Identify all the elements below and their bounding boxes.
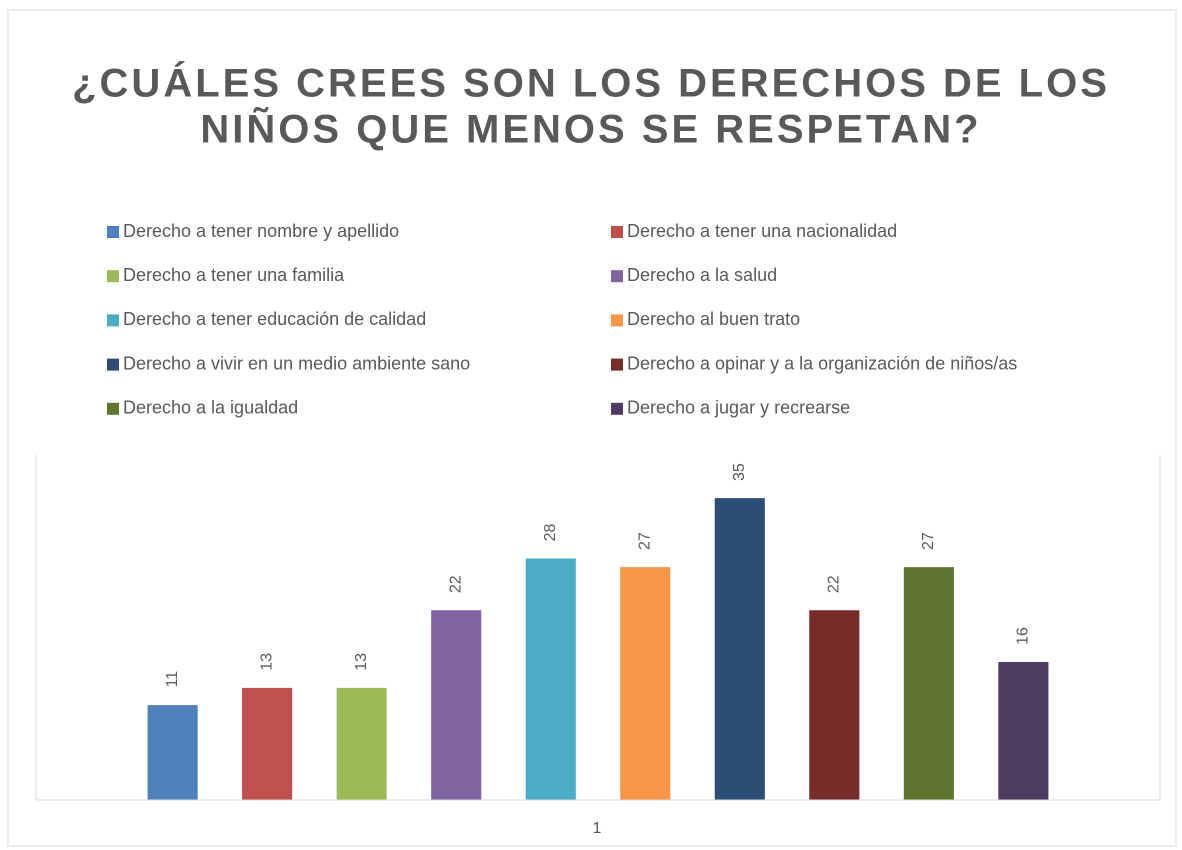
x-tick-label: 1 — [593, 820, 602, 837]
legend-label: Derecho a jugar y recrearse — [627, 398, 850, 418]
legend-swatch — [611, 226, 623, 238]
legend-swatch — [611, 270, 623, 283]
legend-label: Derecho a la igualdad — [123, 398, 298, 418]
legend-swatch — [107, 314, 119, 327]
bar — [431, 610, 482, 800]
legend-swatch — [611, 314, 623, 327]
bar — [998, 662, 1049, 800]
chart-title: ¿CUÁLES CREES SON LOS DERECHOS DE LOS — [72, 61, 1110, 106]
legend-label: Derecho a tener una familia — [123, 265, 345, 285]
bar — [336, 687, 387, 800]
legend-label: Derecho a tener nombre y apellido — [123, 221, 399, 241]
legend-label: Derecho a vivir en un medio ambiente san… — [123, 353, 470, 373]
data-label: 13 — [353, 653, 370, 671]
data-label: 27 — [920, 532, 937, 550]
data-label: 16 — [1015, 627, 1032, 645]
bar — [147, 705, 198, 800]
bar — [242, 687, 293, 800]
data-label: 28 — [542, 524, 559, 542]
chart-title: NIÑOS QUE MENOS SE RESPETAN? — [200, 106, 981, 152]
data-label: 11 — [164, 671, 181, 688]
data-label: 35 — [731, 463, 748, 481]
legend-label: Derecho a la salud — [627, 265, 777, 285]
legend-swatch — [107, 226, 119, 238]
data-label: 27 — [636, 532, 653, 550]
data-label: 22 — [447, 575, 464, 593]
bar — [903, 567, 954, 800]
legend-swatch — [107, 270, 119, 283]
legend-label: Derecho a tener una nacionalidad — [627, 221, 897, 241]
legend-swatch — [107, 402, 119, 415]
legend-label: Derecho a tener educación de calidad — [123, 309, 426, 329]
legend-label: Derecho al buen trato — [627, 309, 800, 329]
legend-label: Derecho a opinar y a la organización de … — [627, 353, 1017, 373]
data-label: 13 — [258, 653, 275, 671]
bar — [620, 567, 671, 800]
bar — [809, 610, 860, 800]
data-label: 22 — [826, 575, 843, 593]
legend-swatch — [611, 402, 623, 415]
bar — [714, 498, 765, 800]
legend-swatch — [611, 358, 623, 371]
legend-swatch — [107, 358, 119, 371]
chart-border — [7, 9, 1177, 847]
bar — [525, 558, 576, 800]
